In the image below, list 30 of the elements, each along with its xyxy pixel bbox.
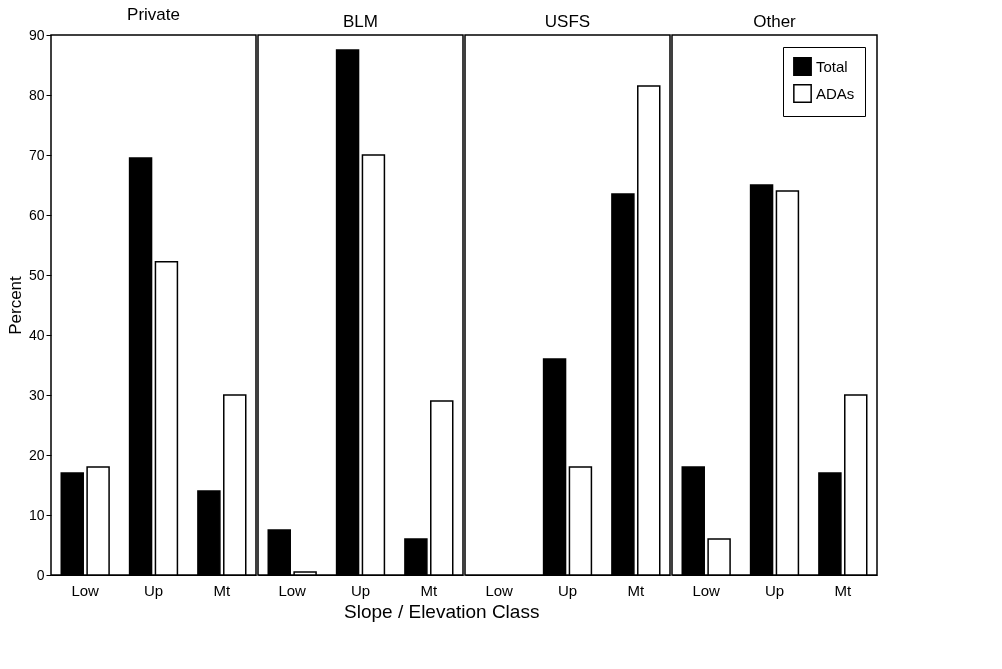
x-tick-label: Up bbox=[350, 581, 371, 599]
chart-title: Other bbox=[753, 12, 797, 31]
chart-title: Private bbox=[127, 5, 180, 24]
legend-label: Total bbox=[816, 57, 848, 75]
y-tick-label: 80 bbox=[28, 86, 45, 103]
y-tick-label: 50 bbox=[28, 266, 45, 283]
y-tick-label: 90 bbox=[28, 26, 45, 43]
y-axis-title: Percent bbox=[5, 275, 25, 335]
x-tick-label: Low bbox=[71, 581, 100, 599]
y-tick-label: 70 bbox=[28, 146, 45, 163]
x-tick-label: Mt bbox=[834, 581, 852, 599]
x-tick-label: Low bbox=[485, 581, 514, 599]
chart-title: USFS bbox=[544, 12, 591, 31]
x-tick-label: Up bbox=[143, 581, 164, 599]
y-tick-label: 40 bbox=[28, 326, 45, 343]
x-tick-label: Mt bbox=[213, 581, 231, 599]
y-tick-label: 10 bbox=[28, 506, 45, 523]
x-axis-title: Slope / Elevation Class bbox=[344, 600, 540, 622]
chart-title: BLM bbox=[343, 12, 378, 31]
y-tick-label: 20 bbox=[28, 446, 45, 463]
y-tick-label: 0 bbox=[36, 566, 45, 583]
x-tick-label: Up bbox=[557, 581, 578, 599]
legend-label: ADAs bbox=[816, 84, 855, 102]
y-tick-label: 60 bbox=[28, 206, 45, 223]
x-tick-label: Up bbox=[764, 581, 785, 599]
x-tick-label: Low bbox=[278, 581, 307, 599]
y-tick-label: 30 bbox=[28, 386, 45, 403]
x-tick-label: Low bbox=[692, 581, 721, 599]
x-tick-label: Mt bbox=[627, 581, 645, 599]
x-tick-label: Mt bbox=[420, 581, 438, 599]
